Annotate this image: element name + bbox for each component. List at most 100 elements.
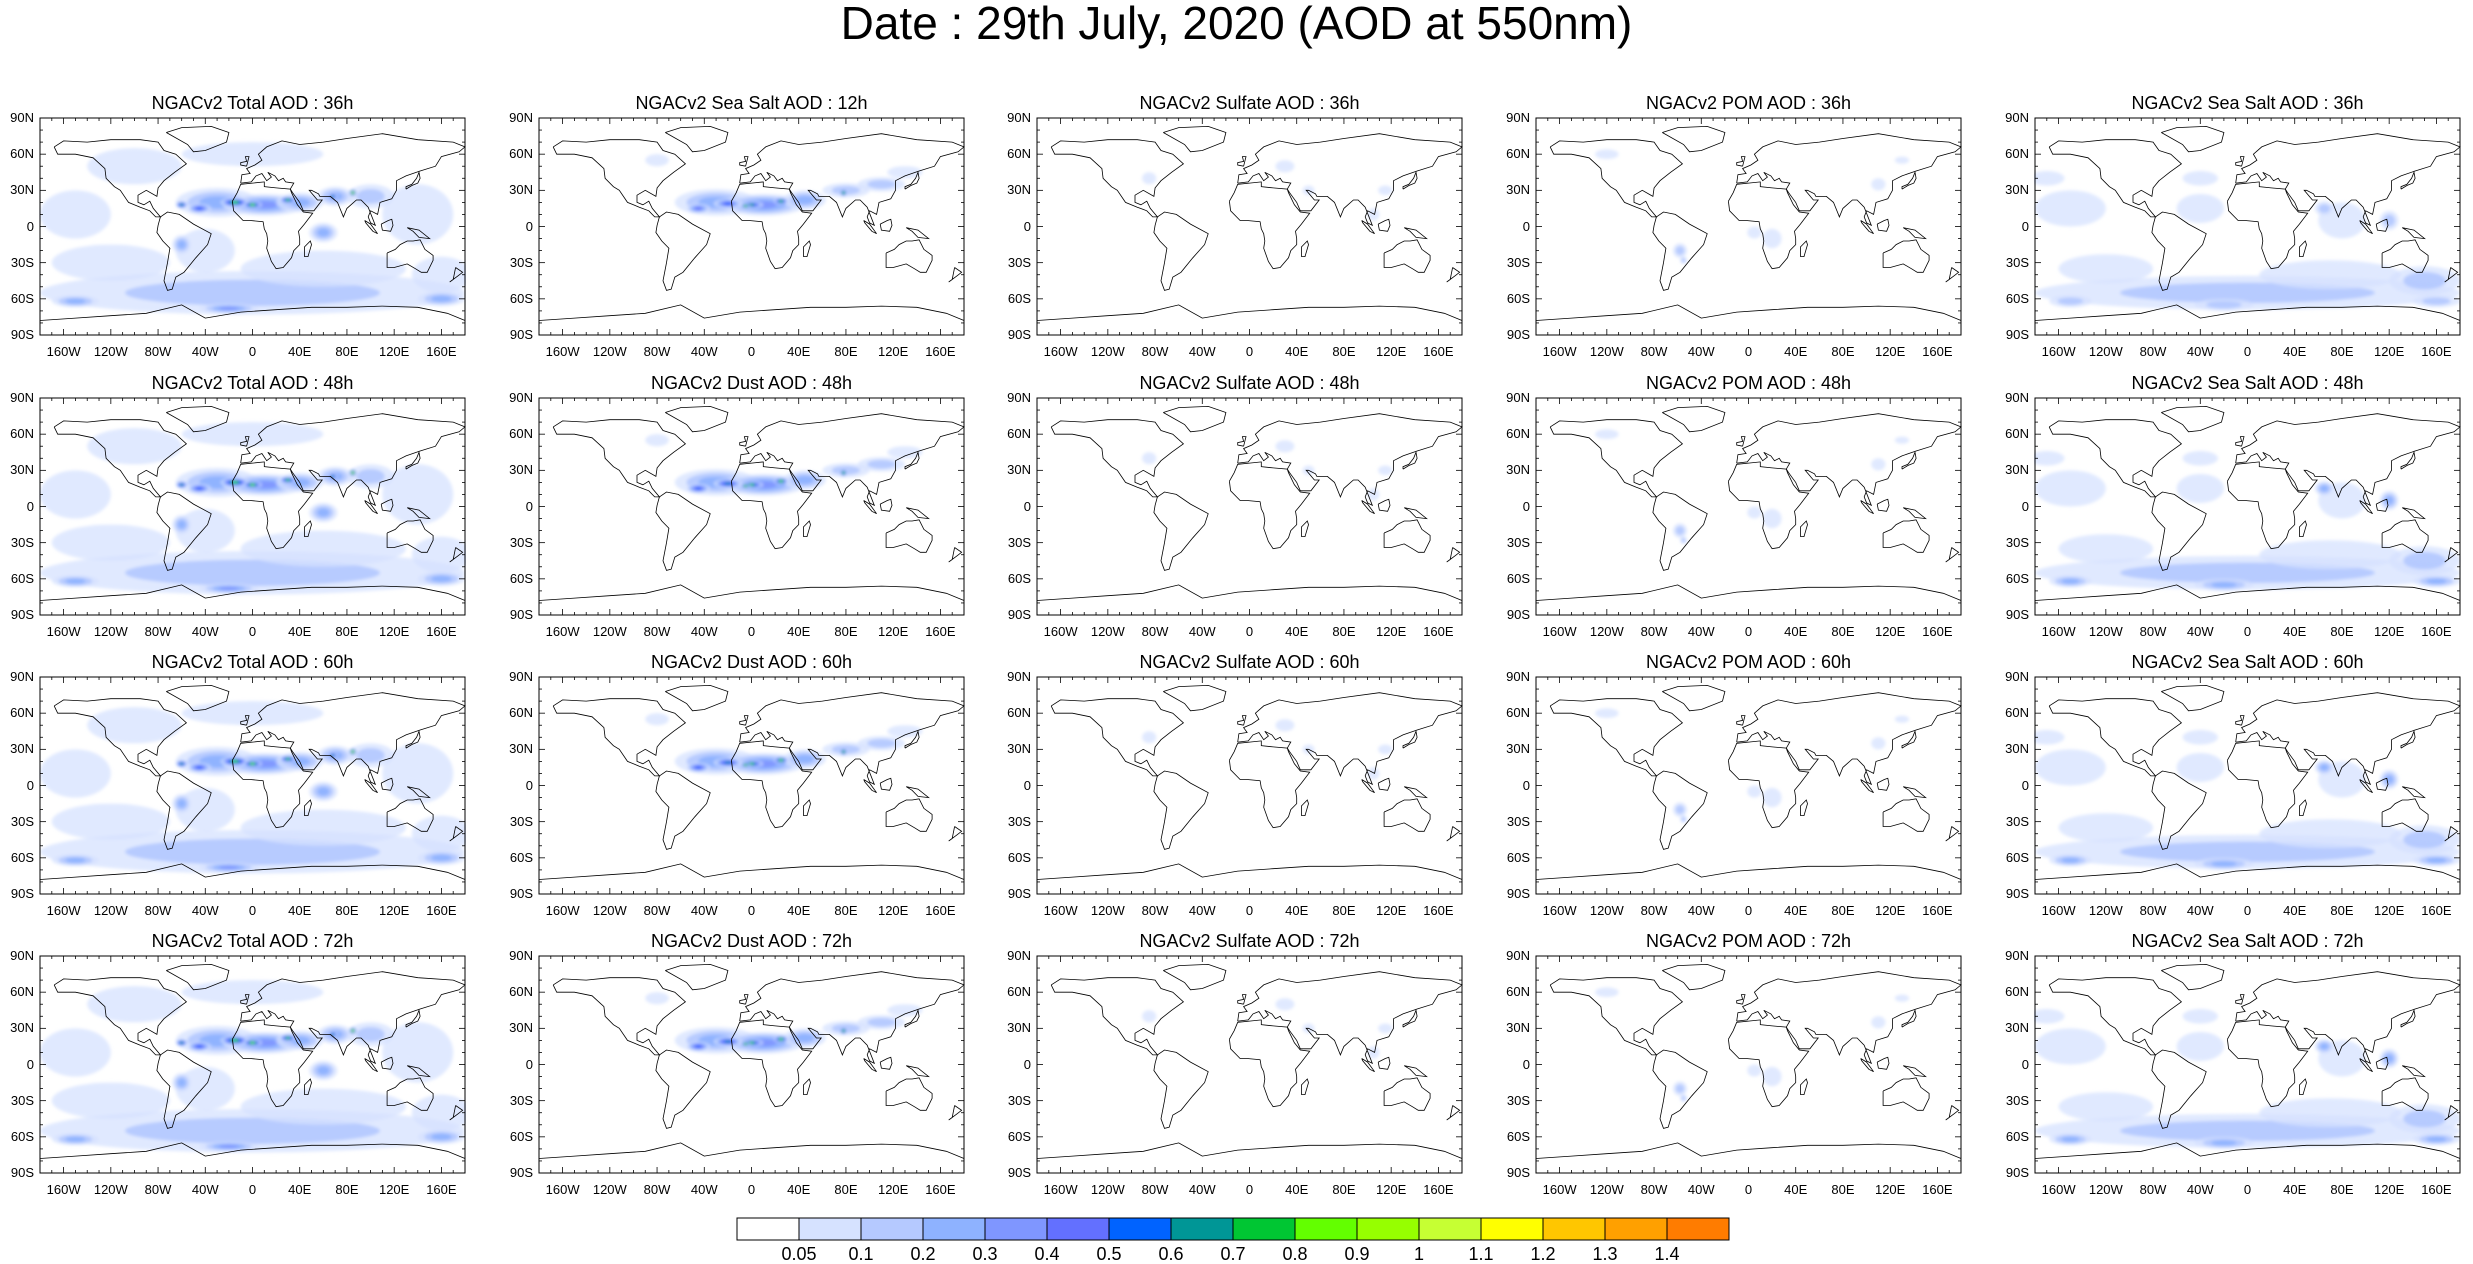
longitude-tick-label: 80W [144, 344, 172, 359]
coastline [53, 419, 188, 498]
colorbar-swatch [922, 1217, 986, 1241]
coastline [1153, 491, 1209, 571]
axis-ticks [2034, 117, 2461, 336]
latitude-tick-label: 30N [10, 1020, 34, 1036]
latitude-tick-label: 60S [509, 570, 533, 586]
aod-contour [181, 422, 324, 447]
aod-field [2034, 730, 2460, 870]
aod-contour [1747, 226, 1762, 239]
aod-contour [177, 799, 186, 808]
coastline [2381, 519, 2429, 553]
aod-contour [352, 1030, 354, 1032]
coastline [2400, 1008, 2416, 1028]
coastline [948, 267, 963, 283]
latitude-tick-label: 0 [1522, 777, 1530, 793]
aod-contour [1762, 787, 1782, 808]
aod-field [2034, 1009, 2460, 1149]
world-map [2034, 955, 2461, 1174]
longitude-tick-label: 120W [592, 1182, 627, 1197]
coastlines [1535, 963, 1962, 1159]
longitude-tick-label: 80E [1332, 344, 1356, 359]
aod-contour [40, 190, 111, 239]
coastline [2227, 181, 2309, 270]
latitude-tick-label: 60N [10, 426, 34, 442]
longitude-tick-label: 160E [426, 903, 457, 918]
coastline [232, 181, 314, 270]
longitude-tick-label: 40E [1784, 624, 1808, 639]
aod-contour [795, 1033, 814, 1043]
longitude-tick-label: 160W [545, 624, 580, 639]
latitude-tick-label: 60N [2005, 705, 2029, 721]
coastline [1728, 181, 1810, 270]
coastline [1876, 777, 1890, 791]
latitude-tick-label: 90S [509, 886, 533, 901]
colorbar-label: 0.3 [972, 1244, 998, 1264]
coastline [406, 1065, 431, 1078]
coastline [552, 139, 687, 218]
coastline [405, 170, 421, 190]
coastline [2400, 170, 2416, 190]
aod-contour [2403, 552, 2446, 570]
coastlines [538, 963, 965, 1159]
coastline [1860, 1058, 1874, 1073]
coastline [386, 239, 434, 273]
longitude-tick-label: 80W [144, 624, 172, 639]
colorbar-label: 0.6 [1158, 1244, 1184, 1264]
coastline [1736, 715, 1746, 726]
aod-contour [431, 575, 452, 582]
coastline [1882, 519, 1930, 553]
axis-ticks [39, 676, 466, 895]
aod-contour [695, 207, 702, 210]
longitude-tick-label: 120E [1874, 903, 1906, 918]
latitude-tick-label: 0 [525, 1056, 533, 1072]
longitude-tick-label: 160E [1423, 624, 1454, 639]
latitude-tick-label: 90S [1007, 327, 1031, 342]
latitude-tick-label: 90N [1506, 110, 1530, 125]
map-panel: NGACv2 POM AOD : 60h 90N 60N 30N 0 30S 60S 90S 1… [1496, 653, 2001, 930]
aod-contour [87, 148, 182, 185]
coastline [1229, 181, 1311, 270]
latitude-tick-label: 90N [509, 948, 533, 963]
aod-contour [744, 1043, 747, 1045]
aod-contour [411, 536, 466, 573]
longitude-tick-label: 0 [1744, 344, 1753, 359]
coastline [2444, 826, 2459, 842]
aod-contour [843, 472, 845, 474]
coastlines [538, 405, 965, 601]
coastline [731, 740, 813, 829]
aod-contour [2035, 749, 2106, 786]
latitude-tick-label: 60N [509, 705, 533, 721]
longitude-tick-label: 80W [643, 903, 671, 918]
latitude-tick-label: 90S [1506, 1165, 1530, 1180]
longitude-tick-label: 120W [592, 344, 627, 359]
aod-contour [331, 754, 334, 756]
coastline [2227, 740, 2309, 829]
aod-contour [867, 738, 896, 748]
axis-ticks [538, 955, 965, 1174]
latitude-tick-label: 0 [525, 498, 533, 514]
coastlines [2034, 125, 2461, 321]
longitude-tick-label: 0 [1245, 903, 1254, 918]
coastline [364, 779, 378, 794]
latitude-tick-label: 90N [2005, 948, 2029, 963]
panel-title: NGACv2 Dust AOD : 72h [650, 931, 853, 951]
coastline [364, 1058, 378, 1073]
latitude-tick-label: 90N [1007, 390, 1031, 405]
aod-contour [725, 761, 731, 764]
longitude-tick-label: 0 [248, 624, 257, 639]
longitude-tick-label: 80W [1141, 903, 1169, 918]
coastline [1652, 491, 1708, 571]
coastline [39, 304, 466, 321]
latitude-tick-label: 30N [509, 462, 533, 478]
aod-field [1595, 987, 1910, 1102]
map-panel: NGACv2 Sea Salt AOD : 36h 90N 60N 30N 0 30S 60… [1995, 94, 2473, 371]
latitude-tick-label: 60N [1007, 984, 1031, 1000]
aod-contour [65, 857, 86, 863]
longitude-tick-label: 0 [2243, 624, 2252, 639]
coastline [1902, 1065, 1927, 1078]
coastline [2381, 798, 2429, 832]
coastline [1800, 799, 1808, 816]
aod-contour [1675, 805, 1685, 814]
latitude-tick-label: 30S [10, 813, 34, 829]
coastline [449, 1105, 464, 1121]
